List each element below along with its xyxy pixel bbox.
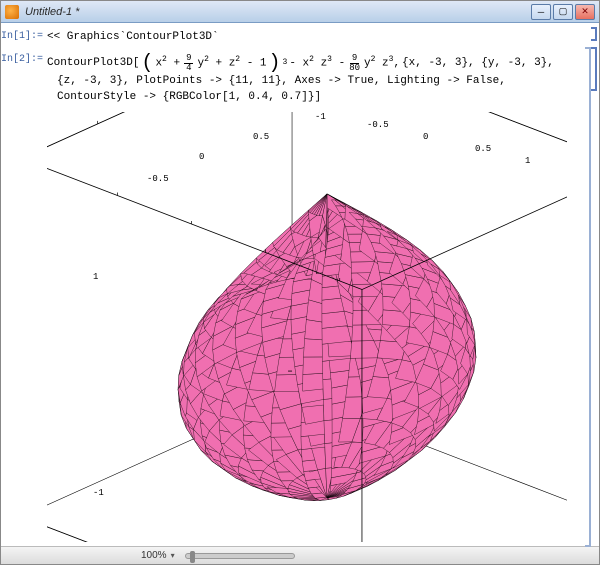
input-cell-1[interactable]: << Graphics`ContourPlot3D` <box>47 29 581 46</box>
axis-tick: 1 <box>525 156 530 166</box>
in-label-2: In[2]:= <box>1 54 43 65</box>
func-open: ContourPlot3D[ <box>47 55 139 72</box>
axis-tick: -0.5 <box>367 120 389 130</box>
axis-tick: 1 <box>93 272 98 282</box>
cell-bracket-1[interactable] <box>591 27 597 41</box>
maximize-button[interactable]: ▢ <box>553 4 573 20</box>
close-button[interactable]: ✕ <box>575 4 595 20</box>
axis-tick: -0.5 <box>147 174 169 184</box>
axis-tick: 0.5 <box>475 144 491 154</box>
cell-brackets <box>585 27 597 527</box>
window-titlebar: Untitled-1 * ─ ▢ ✕ <box>1 1 599 23</box>
output-graphic[interactable]: -1 -0.5 0 0.5 1 -0.5 0 0.5 1 -1 <box>47 112 567 542</box>
window-title: Untitled-1 * <box>25 6 529 18</box>
axis-tick: -1 <box>315 112 326 122</box>
ranges-xy: {x, -3, 3}, {y, -3, 3}, <box>402 55 554 72</box>
zoom-spinner[interactable]: ▾ <box>171 551 175 560</box>
code-line-2a: ContourPlot3D[ ( x2 + 94 y2 + z2 - 1 )3 … <box>47 54 581 73</box>
axis-tick: 0.5 <box>253 132 269 142</box>
cells-column: << Graphics`ContourPlot3D` ContourPlot3D… <box>47 29 599 546</box>
code-line-2c: ContourStyle -> {RGBColor[1, 0.4, 0.7]}] <box>47 89 581 106</box>
app-icon <box>5 5 19 19</box>
zoom-slider[interactable] <box>185 553 295 559</box>
zoom-value: 100% <box>141 550 167 561</box>
minimize-button[interactable]: ─ <box>531 4 551 20</box>
input-gutter: In[1]:= In[2]:= <box>1 29 47 546</box>
axis-tick: 0 <box>423 132 428 142</box>
status-bar: 100% ▾ <box>1 546 599 564</box>
notebook-content: In[1]:= In[2]:= << Graphics`ContourPlot3… <box>1 23 599 546</box>
cell-bracket-2-group[interactable] <box>585 47 591 547</box>
code-text: << Graphics`ContourPlot3D` <box>47 31 219 43</box>
axis-tick: 0 <box>199 152 204 162</box>
in-label-1: In[1]:= <box>1 31 43 42</box>
code-line-2b: {z, -3, 3}, PlotPoints -> {11, 11}, Axes… <box>47 73 581 90</box>
input-cell-2[interactable]: ContourPlot3D[ ( x2 + 94 y2 + z2 - 1 )3 … <box>47 54 581 106</box>
axis-tick: -1 <box>93 488 104 498</box>
zoom-thumb[interactable] <box>190 551 195 563</box>
plot-svg <box>47 112 567 542</box>
cell-bracket-2-input[interactable] <box>591 47 597 91</box>
